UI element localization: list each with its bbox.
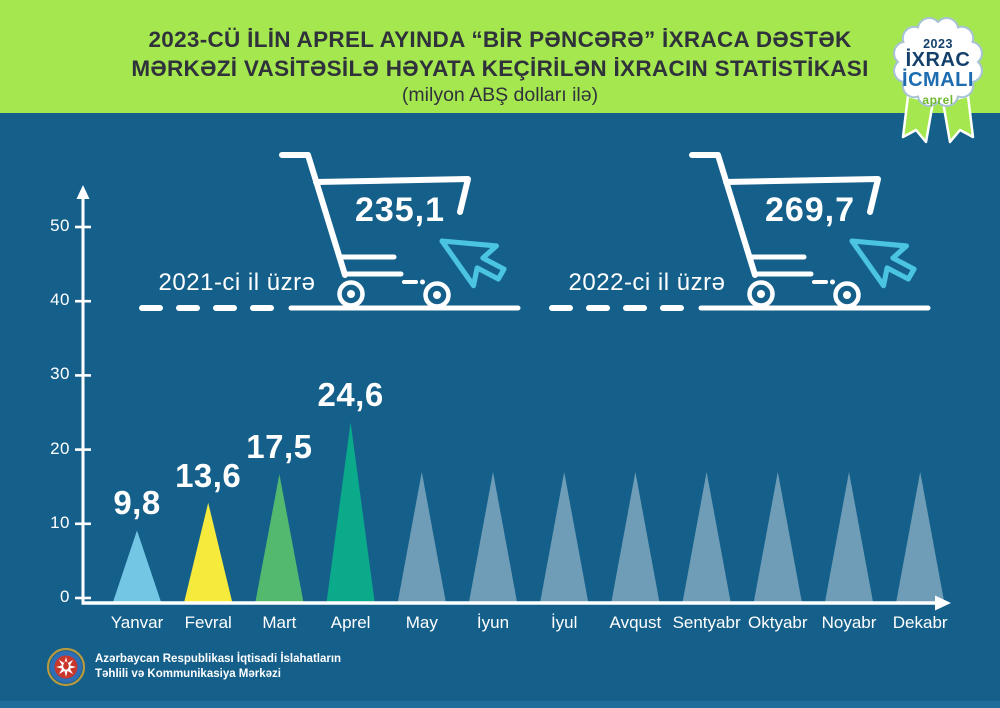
x-tick-label-aprel: Aprel bbox=[330, 613, 371, 632]
y-tick-label-50: 50 bbox=[50, 216, 70, 235]
cart-2021-label: 2021-ci il üzrə bbox=[158, 269, 316, 296]
x-tick-label-yanvar: Yanvar bbox=[110, 613, 164, 632]
shopping-cart-2021-icon bbox=[139, 152, 521, 311]
x-tick-label-i̇yul: İyul bbox=[550, 613, 578, 632]
bottom-strip bbox=[0, 701, 1000, 708]
bar-avqust bbox=[611, 472, 660, 602]
title-line2: MƏRKƏZİ VASİTƏSİLƏ HƏYATA KEÇİRİLƏN İXRA… bbox=[131, 56, 869, 81]
cursor-icon bbox=[849, 238, 917, 289]
x-tick-label-mart: Mart bbox=[262, 613, 297, 632]
header-band: 2023-CÜ İLİN APREL AYINDA “BİR PƏNCƏRƏ” … bbox=[0, 0, 1000, 113]
bar-oktyabr bbox=[753, 472, 802, 602]
x-axis-arrow-icon bbox=[935, 595, 951, 611]
bar-yanvar bbox=[113, 530, 161, 602]
badge-month: aprel bbox=[922, 93, 954, 107]
footer-org-line2: Təhlili və Kommunikasiya Mərkəzi bbox=[95, 668, 281, 680]
y-axis-arrow-icon bbox=[76, 185, 90, 199]
footer-org-line1: Azərbaycan Respublikası İqtisadi İslahat… bbox=[95, 653, 342, 665]
x-tick-label-oktyabr: Oktyabr bbox=[748, 613, 808, 632]
y-tick-label-20: 20 bbox=[50, 438, 70, 458]
badge-ixrac-icmali: 2023 İXRAC İCMALI aprel bbox=[886, 10, 990, 155]
bar-value-label-yanvar: 9,8 bbox=[113, 484, 161, 522]
y-tick-label-0: 0 bbox=[60, 587, 70, 606]
bar-value-label-fevral: 13,6 bbox=[175, 456, 242, 494]
y-tick-label-10: 10 bbox=[50, 512, 70, 532]
badge-year: 2023 bbox=[923, 37, 953, 51]
title-line1: 2023-CÜ İLİN APREL AYINDA “BİR PƏNCƏRƏ” … bbox=[148, 27, 852, 52]
shopping-cart-2022-icon bbox=[549, 152, 931, 311]
bar-i̇yul bbox=[540, 472, 589, 602]
cursor-icon bbox=[439, 238, 507, 289]
bar-noyabr bbox=[825, 472, 873, 602]
page-subtitle: (milyon ABŞ dolları ilə) bbox=[401, 84, 599, 106]
x-tick-label-may: May bbox=[405, 613, 438, 632]
azerbaijan-emblem-icon bbox=[46, 647, 86, 687]
cart-2022-group: 269,7 2022-ci il üzrə bbox=[540, 145, 935, 317]
bar-aprel bbox=[326, 422, 375, 602]
cart-2022-label: 2022-ci il üzrə bbox=[568, 269, 726, 296]
x-tick-label-sentyabr: Sentyabr bbox=[672, 613, 741, 632]
y-tick-label-40: 40 bbox=[50, 290, 70, 310]
bar-dekabr bbox=[896, 472, 945, 602]
badge-line1: İXRAC bbox=[905, 49, 971, 71]
bar-i̇yun bbox=[469, 472, 517, 602]
bar-may bbox=[397, 472, 446, 602]
bar-value-label-aprel: 24,6 bbox=[317, 376, 384, 414]
x-tick-label-dekabr: Dekabr bbox=[892, 613, 948, 632]
cart-2021-group: 235,1 2021-ci il üzrə bbox=[130, 145, 525, 317]
x-tick-label-noyabr: Noyabr bbox=[821, 613, 877, 632]
bar-fevral bbox=[184, 502, 233, 602]
rosette-badge-icon bbox=[893, 17, 983, 144]
y-tick-label-30: 30 bbox=[50, 364, 70, 384]
x-tick-label-avqust: Avqust bbox=[609, 613, 662, 632]
bar-value-label-mart: 17,5 bbox=[246, 428, 313, 466]
bar-mart bbox=[255, 474, 304, 602]
badge-line2: İCMALI bbox=[902, 69, 974, 91]
footer-organization: Azərbaycan Respublikası İqtisadi İslahat… bbox=[95, 652, 341, 682]
x-tick-label-i̇yun: İyun bbox=[476, 613, 510, 632]
bar-sentyabr bbox=[682, 472, 731, 602]
x-tick-label-fevral: Fevral bbox=[184, 613, 232, 632]
cart-2022-value: 269,7 bbox=[764, 191, 856, 229]
page-title: 2023-CÜ İLİN APREL AYINDA “BİR PƏNCƏRƏ” … bbox=[0, 0, 1000, 83]
cart-2021-value: 235,1 bbox=[354, 191, 446, 229]
